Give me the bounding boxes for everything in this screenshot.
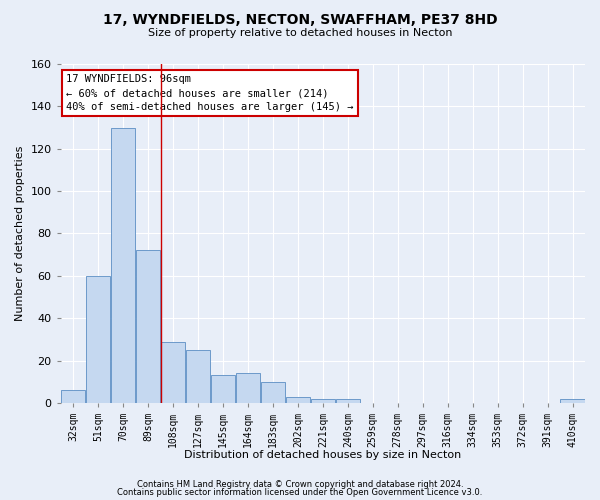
Bar <box>336 398 360 403</box>
Bar <box>61 390 85 403</box>
Text: 17, WYNDFIELDS, NECTON, SWAFFHAM, PE37 8HD: 17, WYNDFIELDS, NECTON, SWAFFHAM, PE37 8… <box>103 12 497 26</box>
Text: Contains HM Land Registry data © Crown copyright and database right 2024.: Contains HM Land Registry data © Crown c… <box>137 480 463 489</box>
X-axis label: Distribution of detached houses by size in Necton: Distribution of detached houses by size … <box>184 450 461 460</box>
Text: Contains public sector information licensed under the Open Government Licence v3: Contains public sector information licen… <box>118 488 482 497</box>
Bar <box>261 382 285 403</box>
Bar <box>311 398 335 403</box>
Bar <box>211 376 235 403</box>
Bar <box>111 128 135 403</box>
Bar <box>286 396 310 403</box>
Y-axis label: Number of detached properties: Number of detached properties <box>15 146 25 321</box>
Bar <box>161 342 185 403</box>
Bar <box>236 374 260 403</box>
Bar <box>136 250 160 403</box>
Text: 17 WYNDFIELDS: 96sqm
← 60% of detached houses are smaller (214)
40% of semi-deta: 17 WYNDFIELDS: 96sqm ← 60% of detached h… <box>66 74 353 112</box>
Bar <box>86 276 110 403</box>
Text: Size of property relative to detached houses in Necton: Size of property relative to detached ho… <box>148 28 452 38</box>
Bar <box>186 350 210 403</box>
Bar <box>560 398 584 403</box>
